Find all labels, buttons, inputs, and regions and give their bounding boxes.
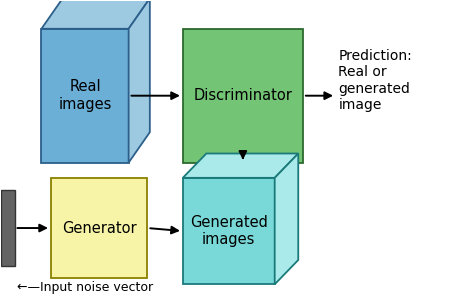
Text: Discriminator: Discriminator bbox=[193, 88, 292, 103]
Text: ←—Input noise vector: ←—Input noise vector bbox=[17, 281, 153, 294]
Text: Prediction:
Real or
generated
image: Prediction: Real or generated image bbox=[338, 49, 412, 112]
Bar bbox=[41, 29, 128, 163]
Text: Generated
images: Generated images bbox=[190, 215, 268, 247]
Polygon shape bbox=[41, 0, 150, 29]
Polygon shape bbox=[275, 154, 298, 284]
Bar bbox=[183, 178, 275, 284]
Bar bbox=[1, 190, 15, 266]
Text: Generator: Generator bbox=[62, 220, 137, 235]
Polygon shape bbox=[183, 154, 298, 178]
Bar bbox=[51, 178, 147, 278]
Polygon shape bbox=[128, 0, 150, 163]
Bar bbox=[183, 29, 303, 163]
Text: Real
images: Real images bbox=[58, 80, 112, 112]
